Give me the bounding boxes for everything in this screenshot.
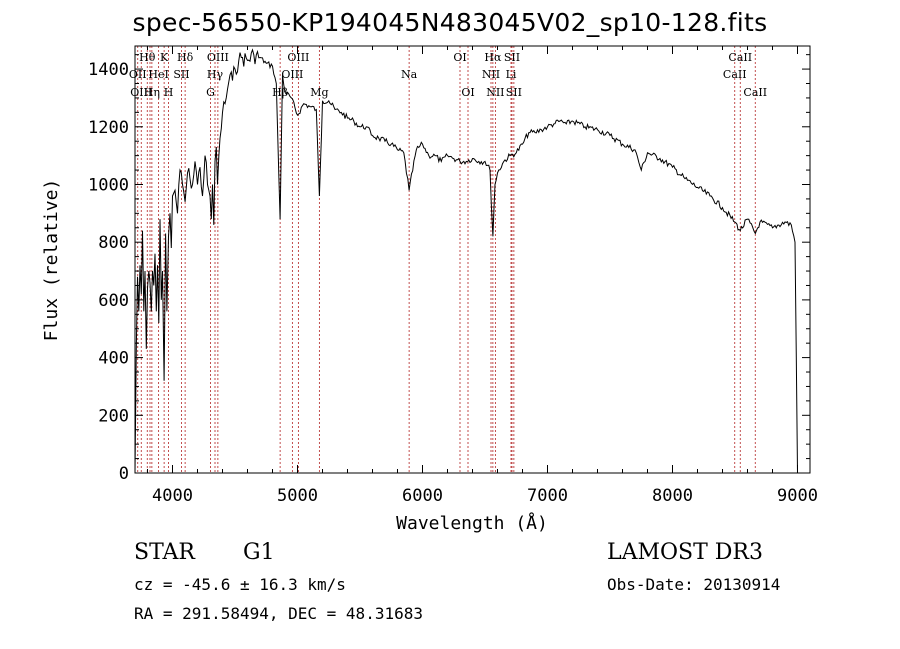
line-label: OIII [281, 68, 303, 81]
line-label: Hα [484, 51, 502, 64]
ra-dec-coordinates: RA = 291.58494, DEC = 48.31683 [134, 604, 423, 623]
line-label: CaII [743, 86, 767, 99]
object-subclass: G1 [243, 540, 275, 565]
line-label: SII [506, 86, 522, 99]
object-class: STAR [134, 540, 195, 565]
line-label: H [164, 86, 174, 99]
redshift-cz: cz = -45.6 ± 16.3 km/s [134, 575, 346, 594]
line-label: OIII [130, 86, 152, 99]
x-tick-label: 7000 [527, 486, 568, 506]
y-tick-label: 1400 [88, 60, 129, 80]
line-label: SII [504, 51, 520, 64]
line-label: Na [401, 68, 418, 81]
line-label: Hγ [207, 68, 224, 81]
flux-series-line [134, 48, 798, 474]
spectral-line-labels: OIIOIIIHθHηHeIKHSIIHδGHγOIIIHβOIIIOIIIMg… [129, 51, 767, 99]
line-label: Hθ [139, 51, 156, 64]
y-tick-label: 400 [98, 349, 129, 369]
line-label: NII [486, 86, 504, 99]
y-tick-label: 200 [98, 406, 129, 426]
line-label: NII [482, 68, 500, 81]
line-label: OIII [287, 51, 309, 64]
observation-date: Obs-Date: 20130914 [607, 575, 781, 594]
line-label: Hδ [177, 51, 194, 64]
line-label: CaII [728, 51, 752, 64]
line-label: OI [453, 51, 466, 64]
y-tick-label: 1000 [88, 175, 129, 195]
line-label: OI [461, 86, 474, 99]
line-label: Li [506, 68, 517, 81]
survey-name: LAMOST DR3 [607, 540, 763, 565]
line-label: G [206, 86, 215, 99]
x-axis-label: Wavelength (Å) [396, 512, 548, 534]
y-tick-label: 600 [98, 291, 129, 311]
y-axis-label: Flux (relative) [41, 179, 62, 342]
x-tick-label: 8000 [652, 486, 693, 506]
line-label: SII [173, 68, 189, 81]
y-axis-ticks: 0 200 400 600 800 1000 1200 1400 [88, 54, 810, 484]
spectral-line-markers [137, 46, 756, 473]
x-tick-label: 5000 [277, 486, 318, 506]
y-tick-label: 1200 [88, 118, 129, 138]
chart-title: spec-56550-KP194045N483045V02_sp10-128.f… [132, 8, 768, 37]
line-label: Hη [144, 86, 160, 99]
plot-frame [134, 45, 811, 474]
line-label: HeI [148, 68, 168, 81]
x-axis-ticks: 4000 5000 6000 7000 8000 9000 [147, 46, 818, 506]
line-label: CaII [723, 68, 747, 81]
line-label: Mg [310, 86, 328, 99]
x-tick-label: 6000 [402, 486, 443, 506]
y-tick-label: 800 [98, 233, 129, 253]
x-tick-label: 9000 [777, 486, 818, 506]
line-label: K [160, 51, 169, 64]
x-tick-label: 4000 [152, 486, 193, 506]
line-label: OII [129, 68, 147, 81]
line-label: OIII [207, 51, 229, 64]
y-tick-label: 0 [119, 464, 129, 484]
